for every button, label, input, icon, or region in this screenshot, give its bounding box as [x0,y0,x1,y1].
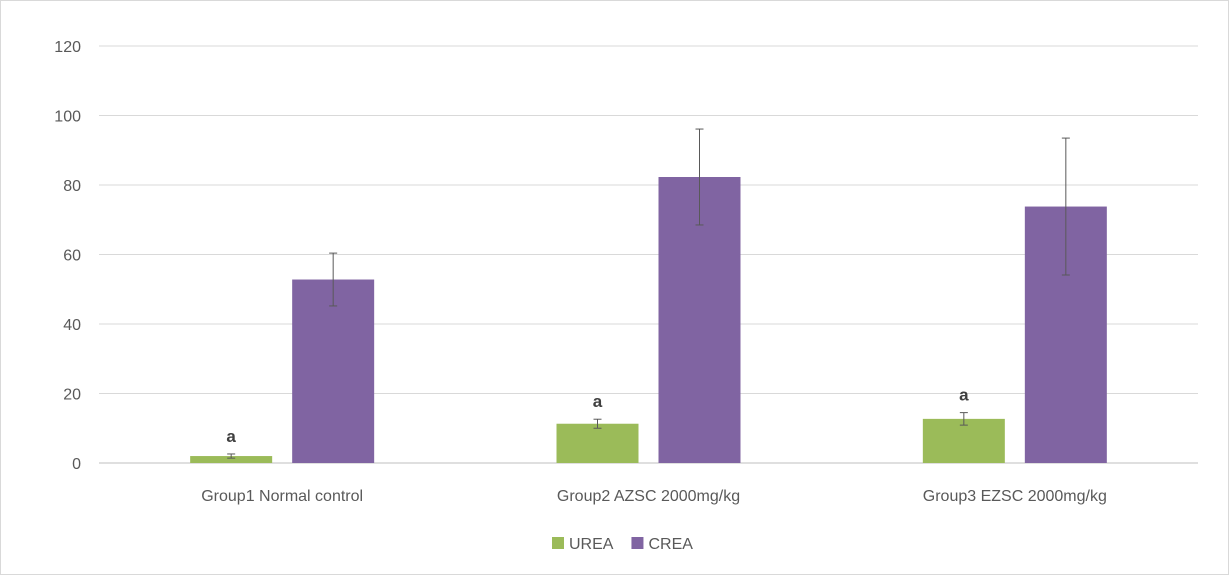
bar-urea [190,456,273,463]
bar-urea [556,423,639,463]
y-tick-label: 40 [63,317,81,334]
bars [190,177,1107,464]
x-axis-ticks: Group1 Normal control Group2 AZSC 2000mg/… [201,488,1107,505]
bar-urea [922,418,1005,463]
error-bars [227,128,1070,459]
y-tick-label: 80 [63,178,81,195]
bar-crea [292,279,375,463]
significance-label: a [959,386,969,405]
legend-label-crea: CREA [648,536,693,553]
x-tick-label: Group1 Normal control [201,488,363,505]
significance-label: a [593,392,603,411]
y-tick-label: 20 [63,387,81,404]
significance-labels: a a a [226,386,969,446]
y-axis-ticks: 0 20 40 60 80 100 120 [54,39,81,473]
x-tick-label: Group2 AZSC 2000mg/kg [557,488,740,505]
legend: UREA CREA [552,536,693,553]
legend-label-urea: UREA [569,536,614,553]
significance-label: a [226,427,236,446]
x-tick-label: Group3 EZSC 2000mg/kg [923,488,1107,505]
legend-swatch-urea [552,537,564,549]
gridlines [99,45,1198,464]
y-tick-label: 100 [54,109,81,126]
y-tick-label: 0 [72,456,81,473]
y-tick-label: 120 [54,39,81,56]
legend-swatch-crea [631,537,644,549]
y-tick-label: 60 [63,248,81,265]
